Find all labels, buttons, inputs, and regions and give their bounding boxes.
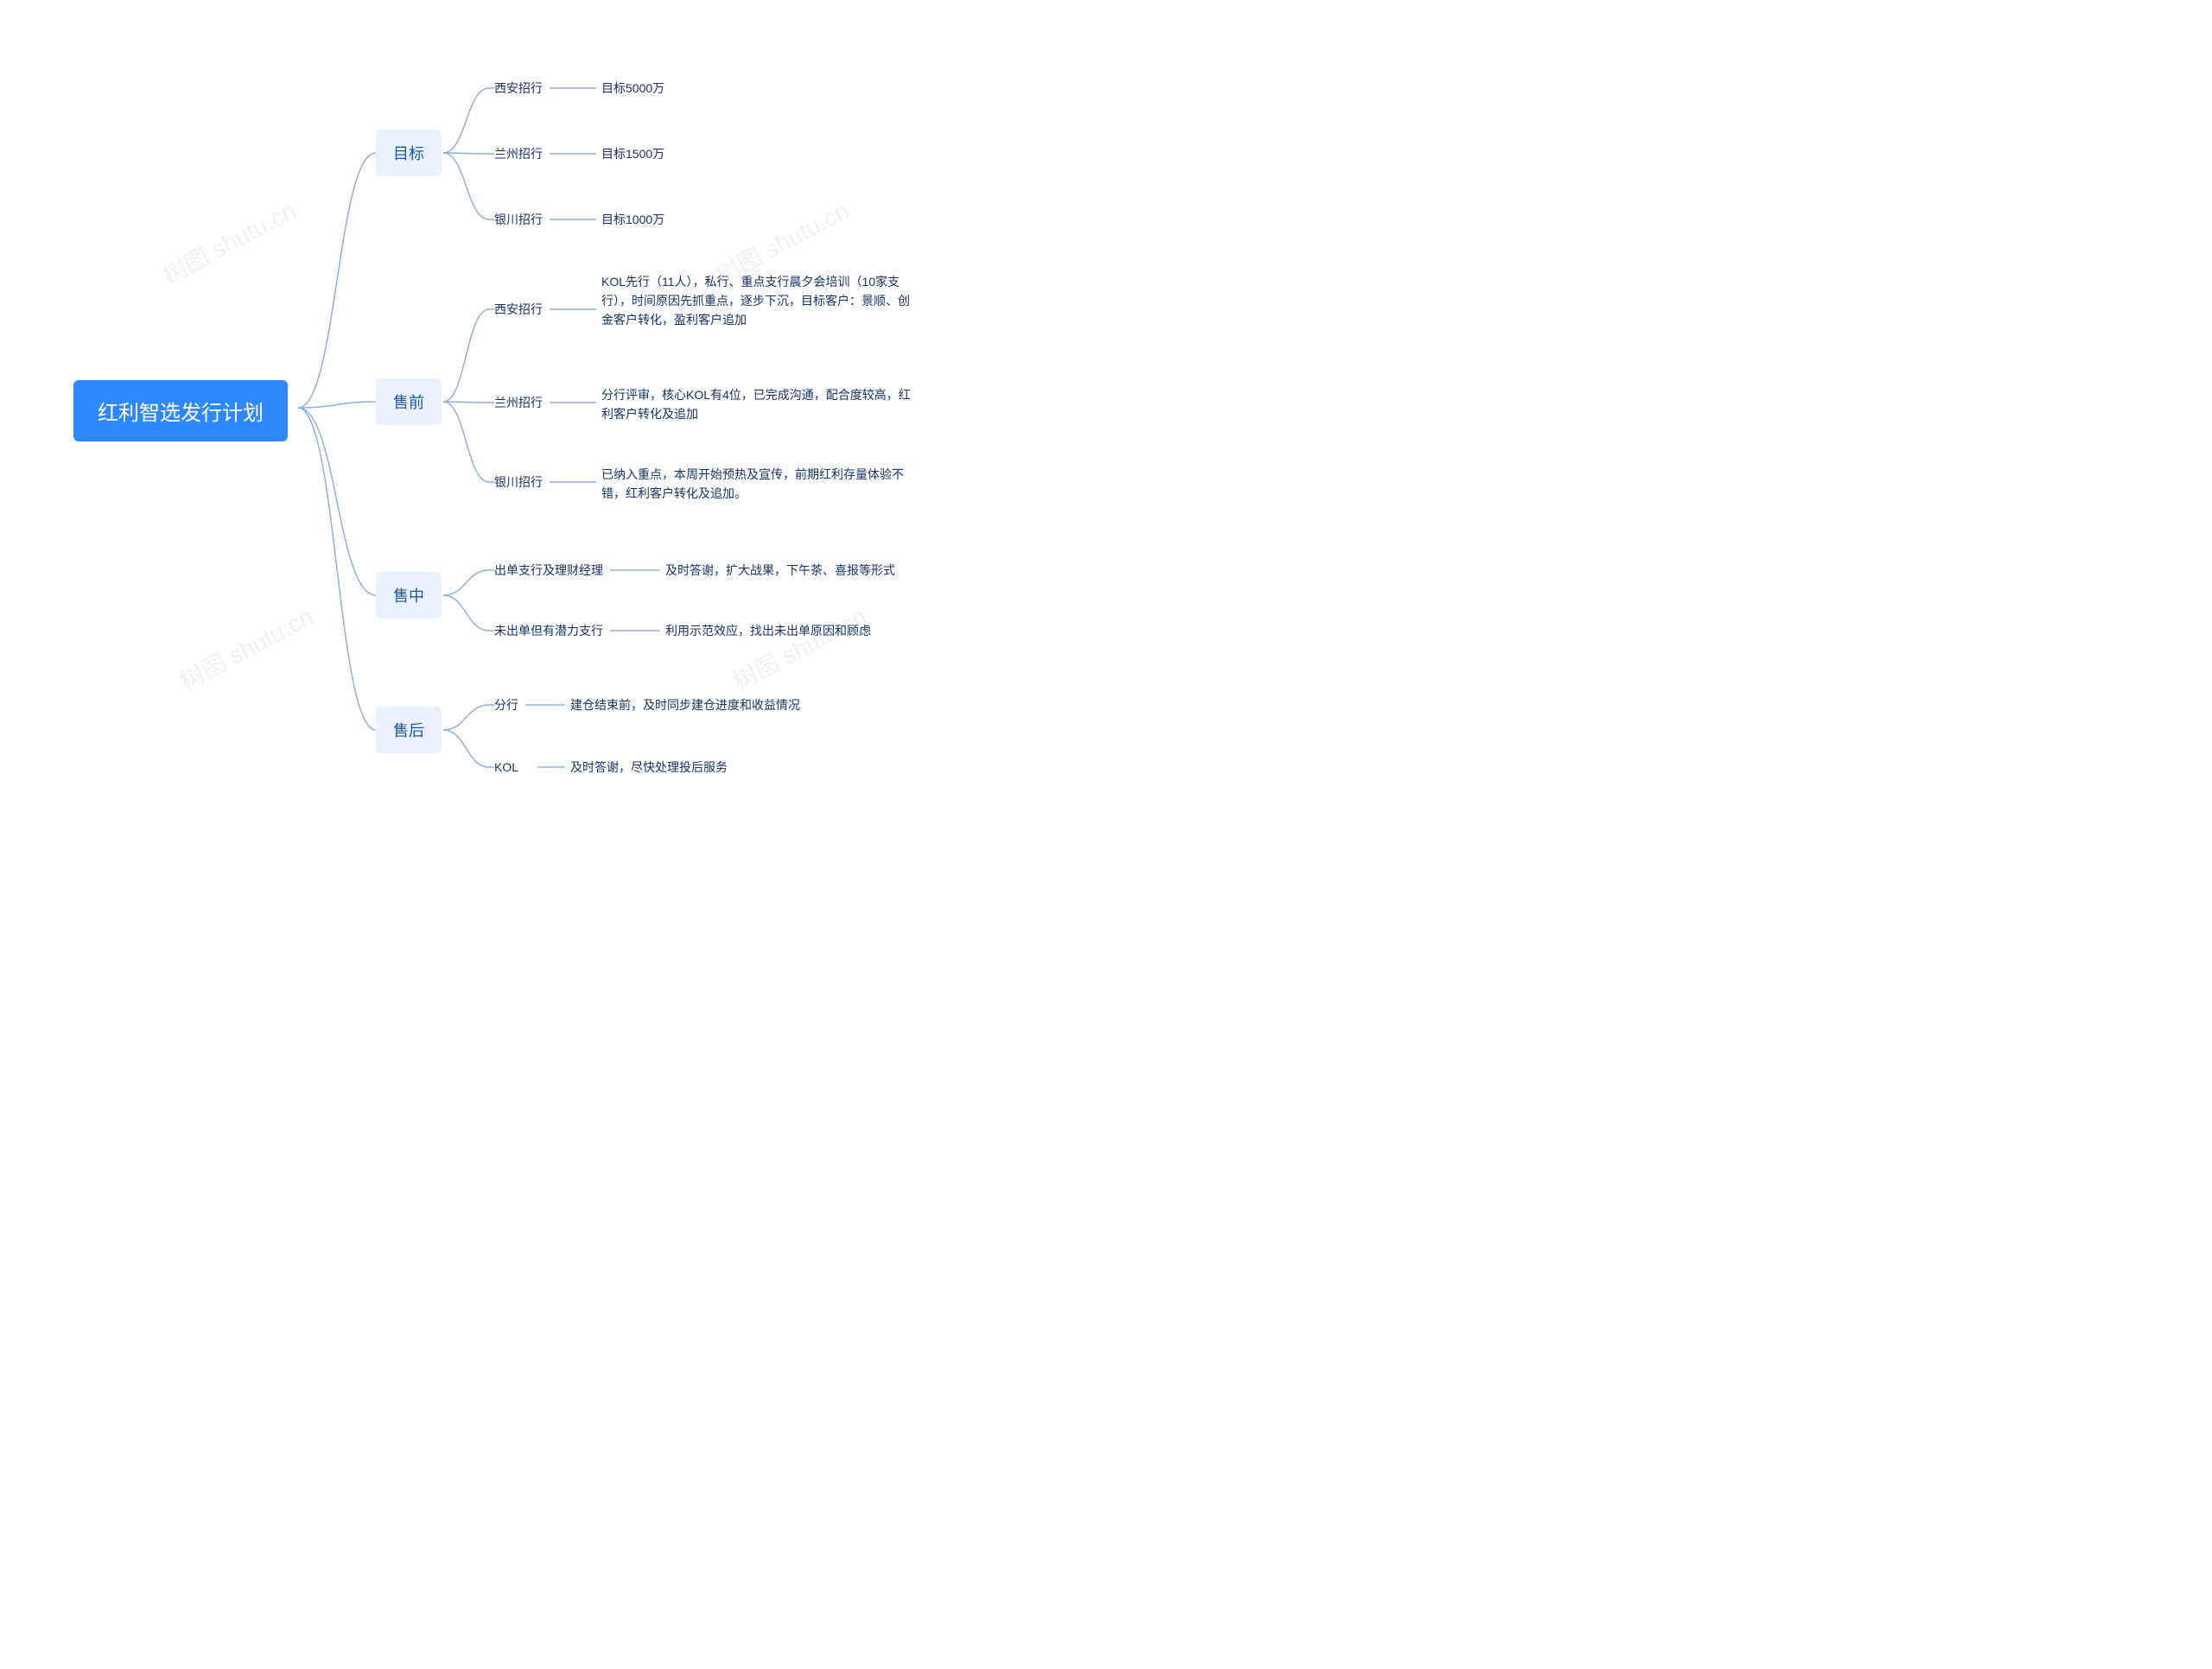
- level2-node: 兰州招行: [494, 394, 543, 411]
- watermark: 树图 shutu.cn: [727, 599, 873, 698]
- level2-node: 分行: [494, 696, 518, 714]
- level2-node: 未出单但有潜力支行: [494, 622, 603, 639]
- level3-node: KOL先行（11人），私行、重点支行晨夕会培训（10家支行），时间原因先抓重点，…: [601, 272, 912, 329]
- level3-node: 分行评审，核心KOL有4位，已完成沟通，配合度较高，红利客户转化及追加: [601, 385, 912, 423]
- level2-node: 兰州招行: [494, 145, 543, 162]
- level2-node: KOL: [494, 758, 518, 776]
- level3-node: 已纳入重点，本周开始预热及宣传，前期红利存量体验不错，红利客户转化及追加。: [601, 465, 912, 503]
- level2-node: 西安招行: [494, 301, 543, 318]
- level3-node: 及时答谢，扩大战果，下午茶、喜报等形式: [665, 562, 895, 579]
- level3-node: 目标1000万: [601, 211, 664, 228]
- level3-node: 及时答谢，尽快处理投后服务: [570, 758, 728, 776]
- level3-node: 建仓结束前，及时同步建仓进度和收益情况: [570, 696, 800, 714]
- level3-node: 目标5000万: [601, 79, 664, 97]
- level2-node: 出单支行及理财经理: [494, 562, 603, 579]
- level1-node: 售中: [376, 572, 442, 619]
- level1-node: 售前: [376, 378, 442, 425]
- level2-node: 银川招行: [494, 473, 543, 491]
- level2-node: 西安招行: [494, 79, 543, 97]
- level1-node: 目标: [376, 130, 442, 176]
- level1-node: 售后: [376, 707, 442, 753]
- level3-node: 利用示范效应，找出未出单原因和顾虑: [665, 622, 871, 639]
- watermark: 树图 shutu.cn: [174, 599, 320, 698]
- level2-node: 银川招行: [494, 211, 543, 228]
- mindmap-canvas: 树图 shutu.cn树图 shutu.cn树图 shutu.cn树图 shut…: [0, 0, 1106, 834]
- level3-node: 目标1500万: [601, 145, 664, 162]
- watermark: 树图 shutu.cn: [156, 193, 302, 292]
- root-node: 红利智选发行计划: [73, 380, 288, 441]
